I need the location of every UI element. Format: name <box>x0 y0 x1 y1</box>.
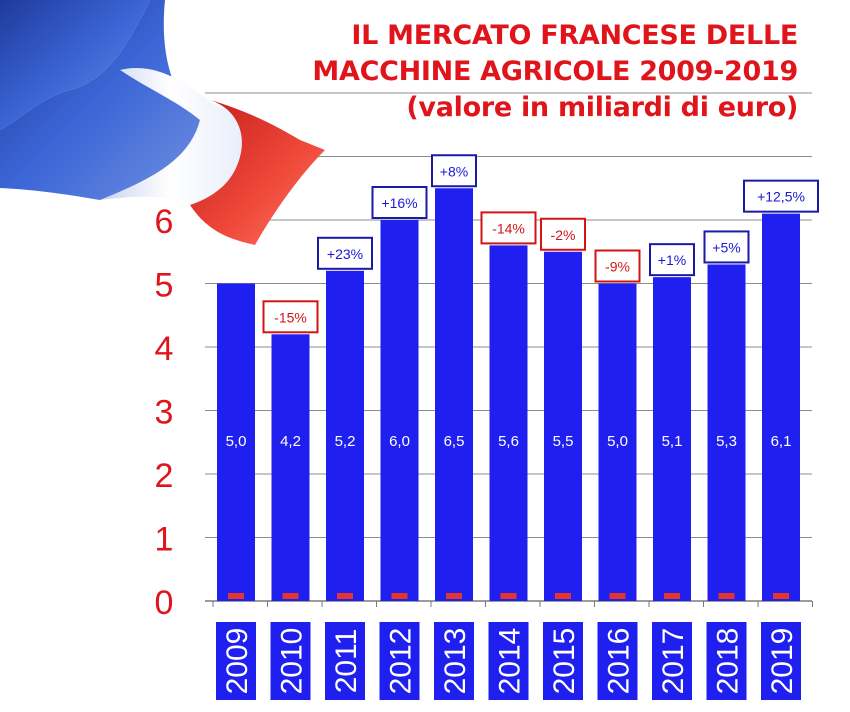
bar <box>598 283 637 601</box>
y-tick-label: 5 <box>155 267 174 305</box>
bar-value-label: 4,2 <box>280 433 301 450</box>
year-box <box>270 622 311 700</box>
bar <box>707 264 746 601</box>
flag-blue-band-lower <box>0 0 200 200</box>
change-badge <box>540 217 586 251</box>
y-tick-label: 4 <box>155 330 174 368</box>
y-tick-label: 1 <box>155 521 174 559</box>
change-badge <box>594 249 641 283</box>
flag-red-band <box>190 100 325 245</box>
flag-blue-band <box>0 0 150 130</box>
change-label: +5% <box>712 239 740 255</box>
y-tick-label: 3 <box>155 394 174 432</box>
title-line-3: (valore in miliardi di euro) <box>406 92 798 123</box>
chart-title: IL MERCATO FRANCESE DELLE MACCHINE AGRIC… <box>312 18 798 126</box>
change-label: +23% <box>327 246 363 262</box>
bar-base-marker <box>337 593 353 599</box>
change-badge <box>743 179 819 213</box>
change-badge <box>371 186 428 219</box>
change-label: +8% <box>440 163 468 179</box>
bar <box>326 270 364 601</box>
year-label: 2014 <box>494 628 527 695</box>
labels: 5,0 2009 4,2 2010 -15% 5,2 2011 +23% 6,0 2012 +16%… <box>216 154 819 700</box>
bar-base-marker <box>228 593 244 599</box>
change-badge <box>703 230 750 264</box>
change-badge <box>262 300 319 334</box>
bar-base-marker <box>664 593 680 599</box>
year-box <box>761 622 801 700</box>
flag-white-band <box>100 68 243 205</box>
title-line-2: MACCHINE AGRICOLE 2009-2019 <box>312 56 798 87</box>
bar <box>762 213 800 601</box>
bar <box>544 251 582 601</box>
change-badge <box>649 243 695 277</box>
bar-value-label: 5,6 <box>498 433 519 450</box>
year-box <box>543 622 583 700</box>
bar-value-label: 5,5 <box>553 433 574 450</box>
year-label: 2017 <box>657 628 690 695</box>
bar-value-label: 5,0 <box>607 433 628 450</box>
year-label: 2016 <box>603 628 636 695</box>
bar-base-marker <box>500 593 517 599</box>
year-label: 2009 <box>221 628 254 695</box>
bar-value-label: 6,0 <box>389 433 410 450</box>
change-label: -9% <box>605 259 630 275</box>
bar <box>271 334 310 601</box>
bar-base-marker <box>773 593 789 599</box>
bar-value-label: 5,2 <box>335 433 356 450</box>
change-label: -14% <box>492 220 525 236</box>
bar <box>217 283 255 601</box>
y-tick-label: 6 <box>155 203 174 241</box>
year-label: 2018 <box>712 628 745 695</box>
bar-base-marker <box>282 593 299 599</box>
change-label: -2% <box>551 227 576 243</box>
french-flag-icon <box>0 0 325 245</box>
bar-value-label: 5,3 <box>716 433 737 450</box>
bar-base-marker <box>555 593 571 599</box>
bar-base-marker <box>718 593 735 599</box>
change-label: +16% <box>381 195 417 211</box>
year-box <box>434 622 474 700</box>
bar <box>380 220 419 601</box>
year-box <box>706 622 747 700</box>
change-badge <box>431 154 477 188</box>
change-badge <box>480 211 537 245</box>
bars <box>217 188 800 601</box>
bar <box>435 188 473 601</box>
year-label: 2012 <box>385 628 418 695</box>
bar <box>653 277 691 601</box>
year-box <box>488 622 529 700</box>
year-box <box>597 622 638 700</box>
bar <box>489 245 528 601</box>
year-box <box>325 622 365 700</box>
y-tick-label: 0 <box>155 584 174 622</box>
year-label: 2013 <box>439 628 472 695</box>
year-label: 2019 <box>766 628 799 695</box>
bar-base-marker <box>391 593 408 599</box>
bar-value-label: 5,0 <box>226 433 247 450</box>
bar-value-label: 6,5 <box>444 433 465 450</box>
change-label: +1% <box>658 252 686 268</box>
year-label: 2015 <box>548 628 581 695</box>
change-badge <box>317 236 373 270</box>
year-box <box>379 622 420 700</box>
year-box <box>216 622 256 700</box>
y-tick-label: 2 <box>155 457 174 495</box>
bar-value-label: 5,1 <box>662 433 683 450</box>
bar-base-marker <box>446 593 462 599</box>
bar-base-marker <box>609 593 626 599</box>
year-box <box>652 622 692 700</box>
year-label: 2011 <box>330 629 363 694</box>
change-label: +12,5% <box>757 189 805 205</box>
title-line-1: IL MERCATO FRANCESE DELLE <box>351 20 798 51</box>
year-label: 2010 <box>276 628 309 695</box>
bar-value-label: 6,1 <box>771 433 792 450</box>
change-label: -15% <box>274 309 307 325</box>
